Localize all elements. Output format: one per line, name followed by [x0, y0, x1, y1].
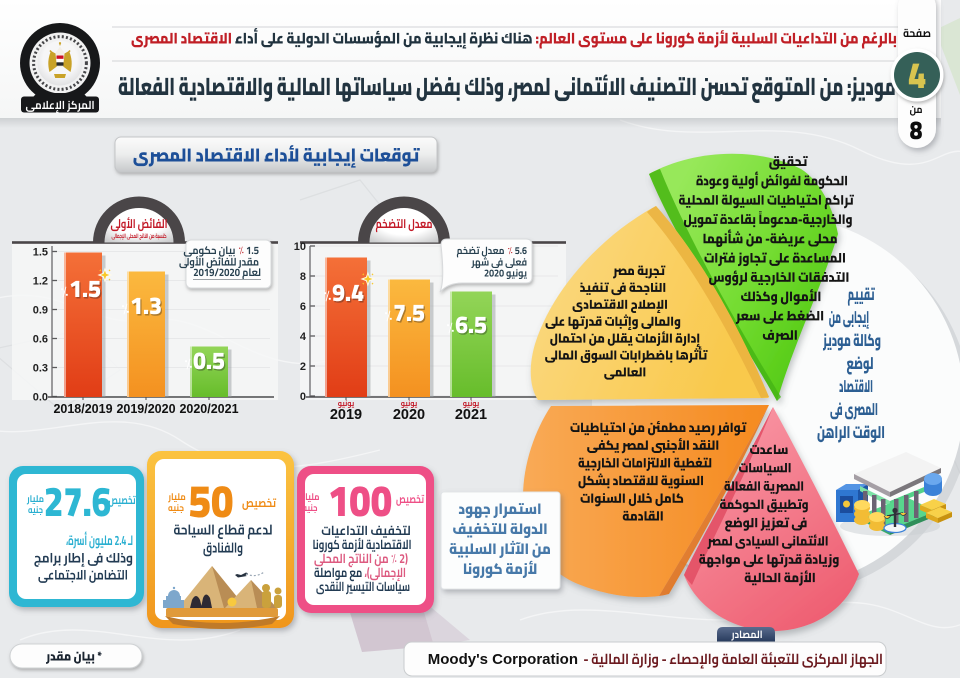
- svg-text:0.6: 0.6: [33, 334, 48, 346]
- svg-text:2019: 2019: [330, 407, 362, 423]
- svg-text:0: 0: [300, 391, 306, 403]
- svg-text:10: 10: [294, 241, 306, 253]
- svg-text:4: 4: [300, 331, 307, 343]
- svg-text:8: 8: [300, 271, 306, 283]
- svg-text:6: 6: [300, 301, 306, 313]
- svg-text:2021: 2021: [455, 407, 487, 423]
- svg-text:2020: 2020: [393, 407, 425, 423]
- svg-text:2019/2020: 2019/2020: [116, 402, 175, 416]
- svg-text:1.2: 1.2: [33, 276, 48, 288]
- svg-text:2020/2021: 2020/2021: [179, 402, 238, 416]
- svg-text:0.9: 0.9: [33, 305, 48, 317]
- svg-text:1.5: 1.5: [33, 247, 48, 259]
- svg-text:0.0: 0.0: [33, 392, 48, 404]
- svg-text:2018/2019: 2018/2019: [53, 402, 112, 416]
- svg-text:0.3: 0.3: [33, 363, 48, 375]
- svg-text:Moody's Corporation: Moody's Corporation: [428, 651, 578, 668]
- svg-text:2: 2: [300, 361, 306, 373]
